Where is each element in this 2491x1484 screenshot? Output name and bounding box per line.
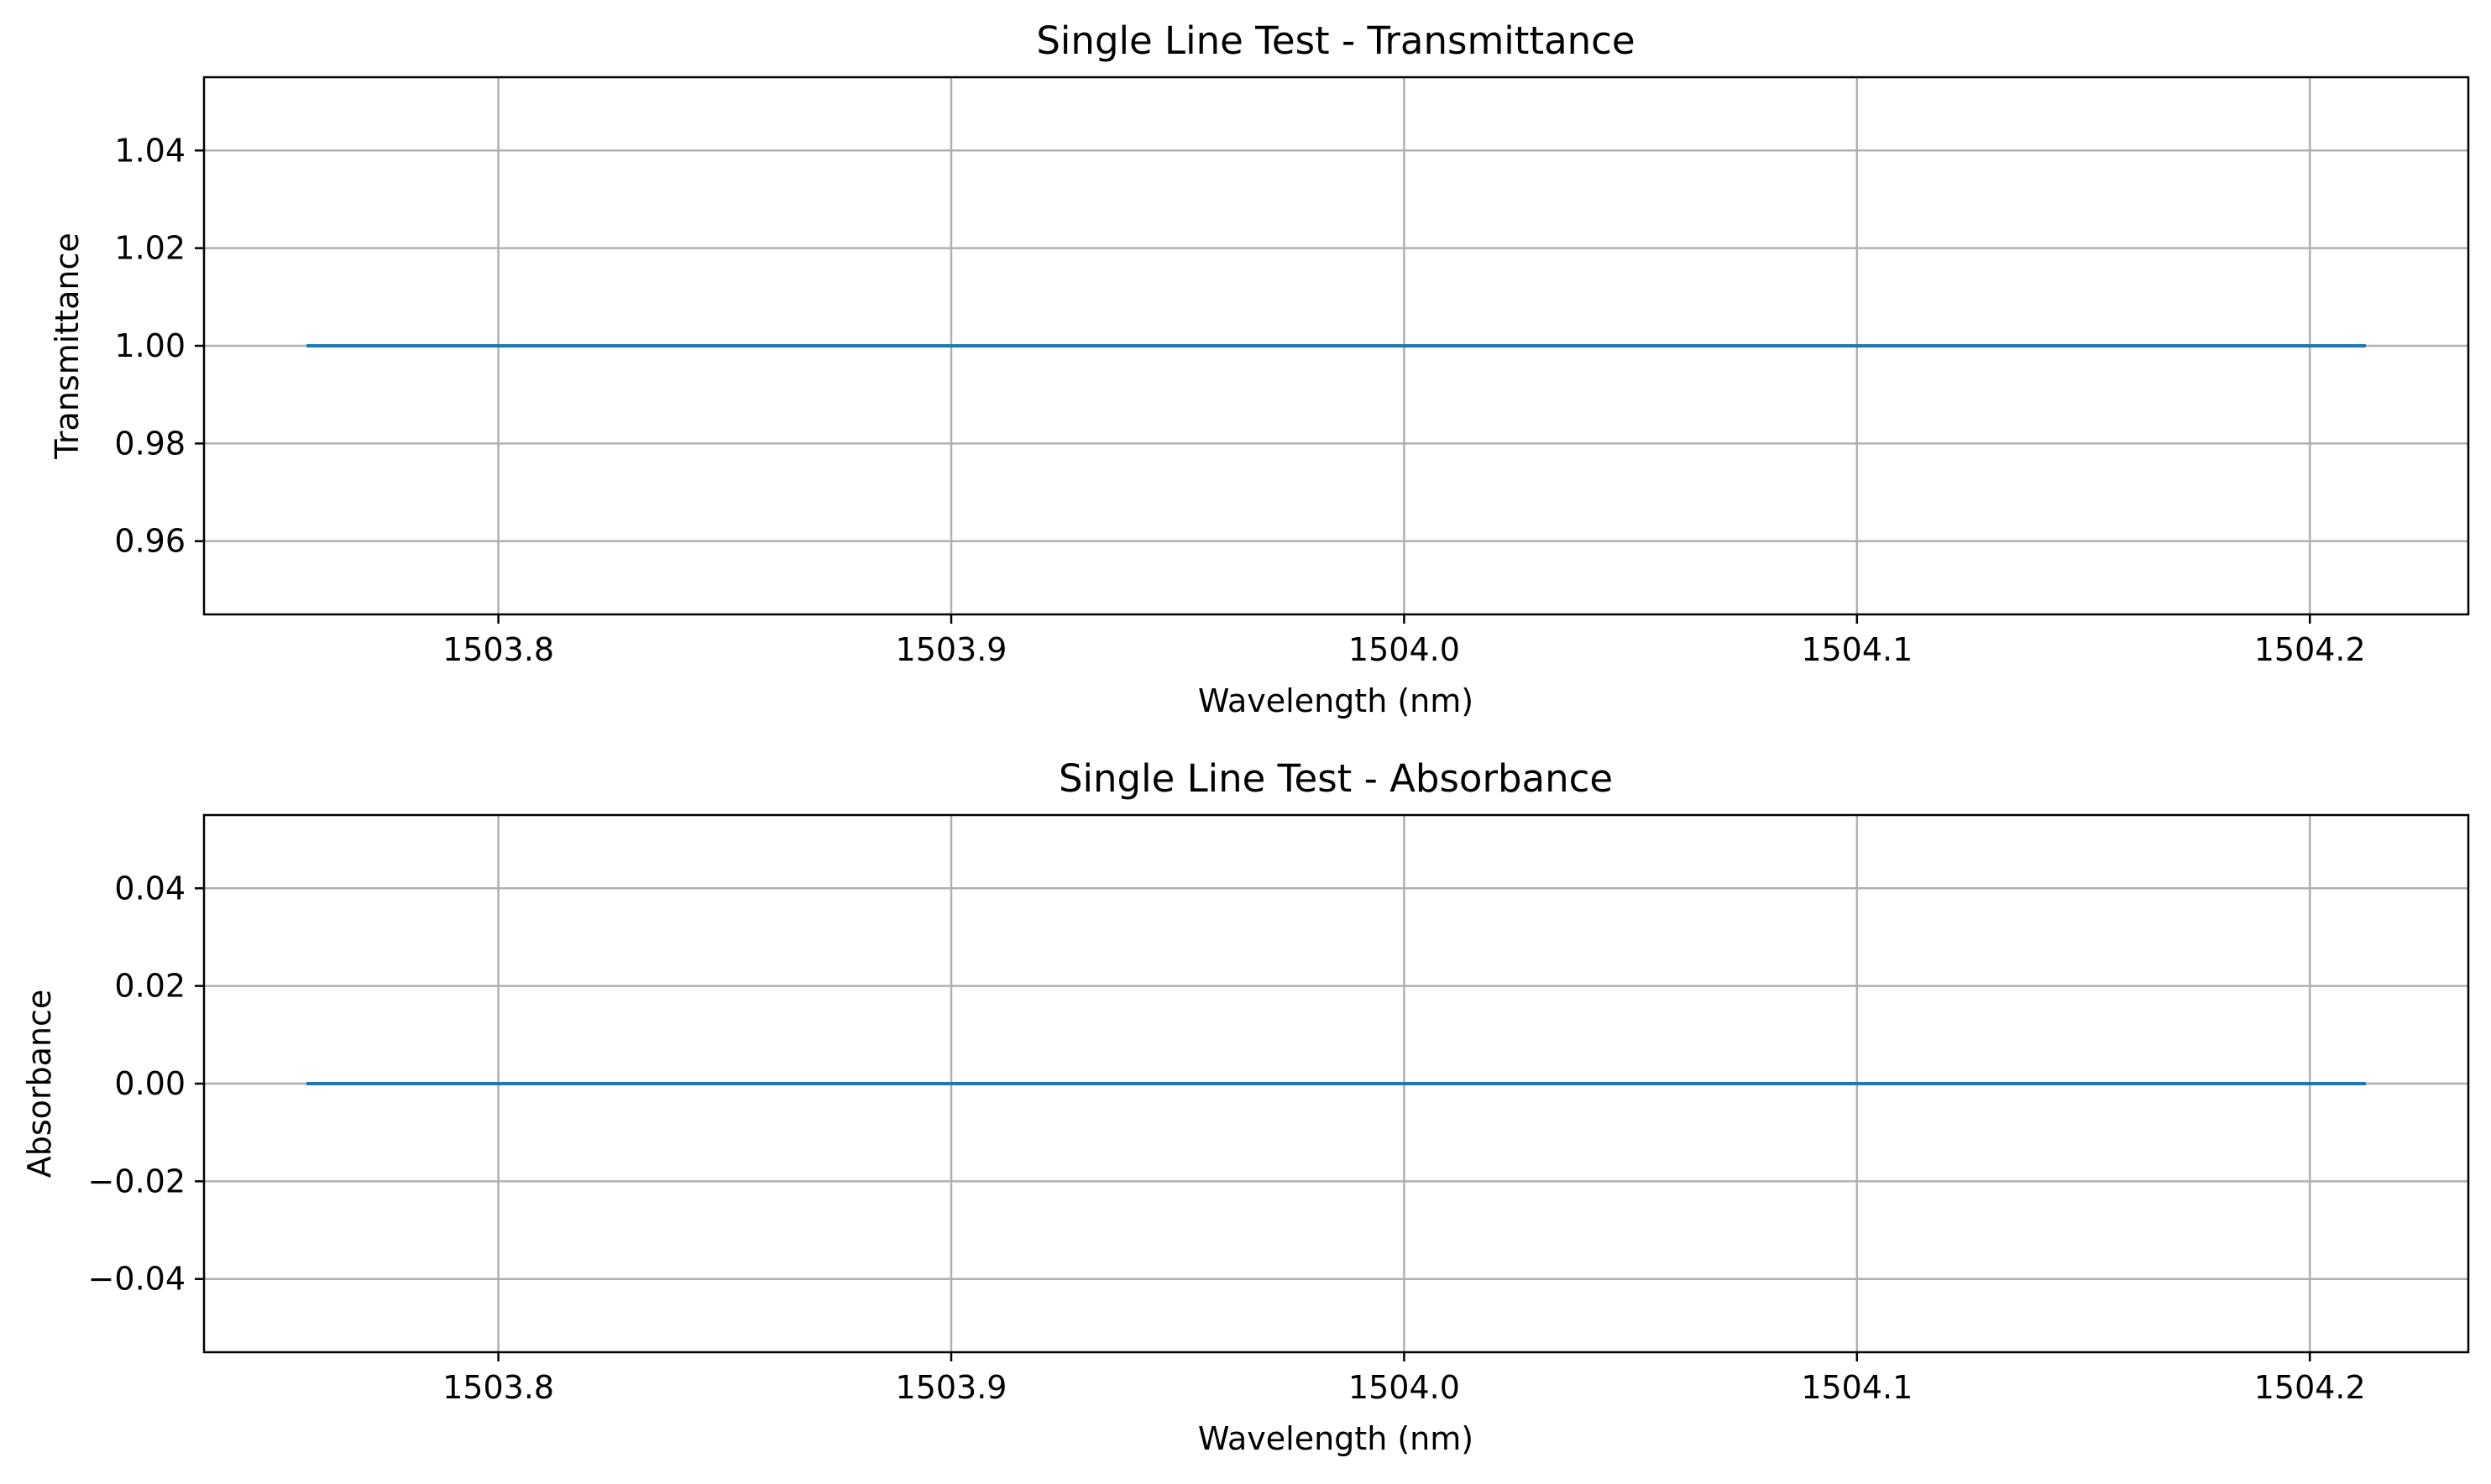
transmittance-y-tick-label: 1.04 xyxy=(114,132,186,169)
transmittance-y-tick-label: 1.02 xyxy=(114,230,186,267)
absorbance-y-tick-label: −0.04 xyxy=(88,1261,186,1298)
absorbance-x-tick-label: 1504.1 xyxy=(1801,1369,1913,1406)
transmittance-x-tick-label: 1504.2 xyxy=(2254,631,2366,668)
absorbance-x-axis-label: Wavelength (nm) xyxy=(1198,1420,1473,1457)
transmittance-chart-title: Single Line Test - Transmittance xyxy=(1036,18,1635,63)
transmittance-x-axis-label: Wavelength (nm) xyxy=(1198,682,1473,719)
transmittance-x-tick-label: 1504.1 xyxy=(1801,631,1913,668)
transmittance-y-tick-label: 1.00 xyxy=(114,327,186,364)
absorbance-x-tick-label: 1503.8 xyxy=(442,1369,554,1406)
absorbance-chart-title: Single Line Test - Absorbance xyxy=(1059,756,1613,801)
transmittance-subplot: 1503.8 1503.9 1504.0 1504.1 1504.2 0.96 0.98 1.… xyxy=(49,18,2470,719)
absorbance-y-tick-label: −0.02 xyxy=(88,1163,186,1199)
transmittance-y-tick-label: 0.98 xyxy=(114,425,186,462)
transmittance-y-tick-label: 0.96 xyxy=(114,523,186,560)
absorbance-x-tick-label: 1503.9 xyxy=(896,1369,1007,1406)
absorbance-subplot: 1503.8 1503.9 1504.0 1504.1 1504.2 −0.04 −0.02… xyxy=(21,756,2470,1457)
absorbance-y-tick-label: 0.02 xyxy=(114,968,186,1005)
transmittance-x-tick-label: 1504.0 xyxy=(1348,631,1460,668)
absorbance-y-tick-label: 0.04 xyxy=(114,870,186,907)
absorbance-y-tick-label: 0.00 xyxy=(114,1065,186,1102)
transmittance-x-tick-label: 1503.9 xyxy=(896,631,1007,668)
absorbance-x-tick-label: 1504.2 xyxy=(2254,1369,2366,1406)
absorbance-x-tick-label: 1504.0 xyxy=(1348,1369,1460,1406)
transmittance-x-tick-label: 1503.8 xyxy=(442,631,554,668)
absorbance-y-axis-label: Absorbance xyxy=(21,990,58,1178)
transmittance-y-axis-label: Transmittance xyxy=(49,233,86,459)
